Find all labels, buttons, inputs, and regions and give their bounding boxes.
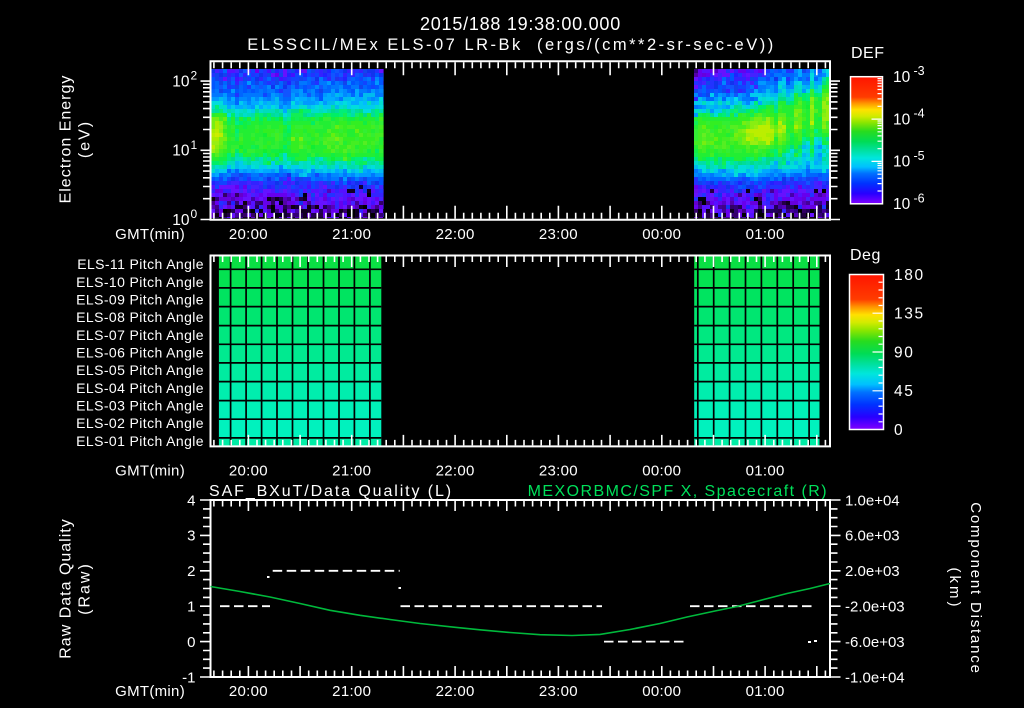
svg-text:ELS-08 Pitch Angle: ELS-08 Pitch Angle <box>76 309 204 325</box>
svg-text:22:00: 22:00 <box>436 226 475 243</box>
svg-text:21:00: 21:00 <box>332 462 371 479</box>
svg-text:-1.0e+04: -1.0e+04 <box>845 669 905 686</box>
svg-text:ELS-01 Pitch Angle: ELS-01 Pitch Angle <box>76 433 204 449</box>
svg-text:0: 0 <box>191 207 198 221</box>
svg-text:Component Distance: Component Distance <box>967 502 984 674</box>
svg-text:01:00: 01:00 <box>746 683 785 700</box>
svg-text:ELS-11 Pitch Angle: ELS-11 Pitch Angle <box>77 256 204 272</box>
svg-text:00:00: 00:00 <box>642 226 681 243</box>
svg-text:-3: -3 <box>914 64 925 78</box>
svg-text:10: 10 <box>893 196 911 213</box>
svg-text:2: 2 <box>187 563 195 580</box>
svg-text:10: 10 <box>172 143 190 160</box>
svg-text:22:00: 22:00 <box>436 683 475 700</box>
svg-text:Raw Data Quality: Raw Data Quality <box>58 518 75 659</box>
svg-text:0: 0 <box>894 422 904 439</box>
svg-text:6.0e+03: 6.0e+03 <box>845 528 900 545</box>
svg-text:0: 0 <box>187 634 195 651</box>
svg-text:ELS-05 Pitch Angle: ELS-05 Pitch Angle <box>76 362 204 378</box>
svg-text:2: 2 <box>191 69 198 83</box>
svg-text:-5: -5 <box>914 149 925 163</box>
svg-text:ELS-09 Pitch Angle: ELS-09 Pitch Angle <box>76 292 204 308</box>
svg-text:1: 1 <box>191 138 198 152</box>
svg-text:-6: -6 <box>914 191 925 205</box>
svg-text:ELS-03 Pitch Angle: ELS-03 Pitch Angle <box>76 398 204 414</box>
svg-text:-2.0e+03: -2.0e+03 <box>845 599 905 616</box>
svg-text:00:00: 00:00 <box>642 683 681 700</box>
svg-text:10: 10 <box>893 69 911 86</box>
svg-text:MEXORBMC/SPF X, Spacecraft (R): MEXORBMC/SPF X, Spacecraft (R) <box>528 483 828 500</box>
svg-text:(Raw): (Raw) <box>77 562 94 615</box>
svg-text:21:00: 21:00 <box>332 226 371 243</box>
svg-text:23:00: 23:00 <box>539 683 578 700</box>
svg-text:SAF_BXuT/Data Quality (L): SAF_BXuT/Data Quality (L) <box>209 483 453 500</box>
svg-text:45: 45 <box>894 383 914 400</box>
svg-text:90: 90 <box>894 344 914 361</box>
svg-text:20:00: 20:00 <box>229 462 268 479</box>
svg-text:ELS-04 Pitch Angle: ELS-04 Pitch Angle <box>76 380 204 396</box>
svg-text:ELS-10 Pitch Angle: ELS-10 Pitch Angle <box>76 274 204 290</box>
svg-text:-1: -1 <box>182 669 195 686</box>
svg-text:180: 180 <box>894 267 925 284</box>
svg-text:20:00: 20:00 <box>229 683 268 700</box>
svg-text:21:00: 21:00 <box>332 683 371 700</box>
svg-text:(km): (km) <box>946 568 963 610</box>
svg-text:20:00: 20:00 <box>229 226 268 243</box>
svg-text:3: 3 <box>187 528 195 545</box>
svg-text:ELS-02 Pitch Angle: ELS-02 Pitch Angle <box>76 415 204 431</box>
svg-text:ELS-06 Pitch Angle: ELS-06 Pitch Angle <box>76 345 204 361</box>
svg-text:-4: -4 <box>914 107 925 121</box>
svg-text:Deg: Deg <box>850 247 881 264</box>
svg-text:GMT(min): GMT(min) <box>115 226 185 243</box>
svg-text:10: 10 <box>893 154 911 171</box>
svg-text:23:00: 23:00 <box>539 462 578 479</box>
svg-text:22:00: 22:00 <box>436 462 475 479</box>
svg-text:00:00: 00:00 <box>642 462 681 479</box>
svg-text:2.0e+03: 2.0e+03 <box>845 563 900 580</box>
svg-text:DEF: DEF <box>851 45 885 62</box>
svg-text:-6.0e+03: -6.0e+03 <box>845 634 905 651</box>
svg-text:GMT(min): GMT(min) <box>115 683 185 700</box>
svg-text:GMT(min): GMT(min) <box>115 462 185 479</box>
svg-text:01:00: 01:00 <box>746 226 785 243</box>
svg-text:1.0e+04: 1.0e+04 <box>845 492 900 509</box>
svg-text:2015/188 19:38:00.000: 2015/188 19:38:00.000 <box>420 14 621 34</box>
svg-text:1: 1 <box>187 599 195 616</box>
svg-text:10: 10 <box>172 73 190 90</box>
svg-text:01:00: 01:00 <box>746 462 785 479</box>
svg-text:Electron Energy: Electron Energy <box>58 75 75 204</box>
svg-text:ELS-07 Pitch Angle: ELS-07 Pitch Angle <box>76 327 204 343</box>
svg-text:23:00: 23:00 <box>539 226 578 243</box>
svg-text:4: 4 <box>187 492 195 509</box>
svg-text:10: 10 <box>172 212 190 229</box>
svg-text:(eV): (eV) <box>77 120 94 158</box>
svg-text:135: 135 <box>894 306 925 323</box>
svg-text:ELSSCIL/MEx ELS-07 LR-Bk (erg: ELSSCIL/MEx ELS-07 LR-Bk (ergs/(cm**2-sr… <box>247 36 775 54</box>
svg-text:10: 10 <box>893 111 911 128</box>
